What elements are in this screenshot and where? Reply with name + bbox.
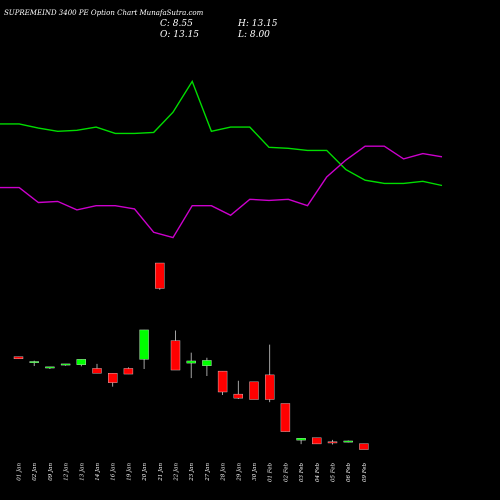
x-tick-label: 29 Jan: [236, 463, 242, 482]
indicator-line-2: [0, 145, 443, 239]
open-value: O: 13.15: [160, 30, 199, 40]
candle: [265, 344, 275, 403]
high-value: H: 13.15: [237, 19, 278, 29]
x-tick-label: 28 Jan: [221, 463, 227, 482]
candle: [76, 359, 87, 367]
candle-body: [280, 403, 291, 432]
x-tick-label: 04 Feb: [315, 463, 321, 483]
candle-body: [359, 443, 369, 450]
candle: [202, 357, 212, 376]
candle: [359, 443, 369, 450]
candle-body: [170, 340, 181, 371]
candle-body: [202, 360, 212, 366]
candle: [92, 363, 102, 374]
indicator-line-1: [0, 79, 443, 187]
candle: [139, 329, 149, 369]
low-value: L: 8.00: [237, 30, 270, 40]
x-tick-label: 27 Jan: [205, 463, 211, 482]
candle-body: [139, 329, 149, 360]
candle-body: [265, 374, 275, 400]
candle-body: [76, 359, 87, 365]
x-tick-label: 19 Jan: [126, 463, 132, 481]
x-tick-label: 20 Jan: [142, 463, 148, 482]
x-tick-label: 23 Jan: [189, 463, 195, 482]
candle: [45, 366, 55, 369]
x-tick-label: 13 Jan: [79, 463, 85, 481]
x-tick-label: 03 Feb: [299, 463, 305, 483]
candle-body: [60, 363, 71, 366]
candle: [60, 363, 71, 366]
x-tick-label: 30 Jan: [252, 463, 258, 481]
candle: [170, 330, 181, 371]
x-tick-label: 21 Jan: [158, 463, 164, 482]
candle-body: [186, 360, 196, 364]
candle-body: [296, 438, 306, 441]
x-tick-label: 22 Jan: [174, 463, 180, 482]
candle: [343, 440, 353, 443]
candle: [233, 380, 244, 399]
candle-body: [155, 262, 165, 289]
candle: [249, 381, 259, 400]
x-tick-label: 16 Jan: [111, 463, 117, 481]
candle: [186, 352, 196, 379]
candle-body: [107, 373, 118, 383]
candle: [327, 439, 338, 445]
candle-body: [233, 393, 244, 399]
x-tick-label: 14 Jan: [95, 463, 101, 481]
candle-body: [249, 381, 259, 400]
candle-body: [92, 368, 102, 374]
candle: [296, 438, 306, 445]
candle: [217, 370, 228, 395]
x-tick-label: 09 Jan: [48, 463, 54, 481]
candle-body: [29, 361, 39, 363]
x-tick-label: 01 Feb: [268, 463, 274, 483]
x-tick-label: 02 Jan: [32, 463, 38, 481]
x-tick-label: 06 Feb: [346, 463, 352, 483]
candle-body: [45, 366, 55, 369]
candle-body: [312, 437, 322, 445]
candle-body: [123, 368, 134, 375]
x-tick-label: 05 Feb: [331, 463, 337, 483]
candle-body: [13, 356, 24, 360]
candle: [123, 367, 134, 375]
close-value: C: 8.55: [160, 19, 193, 29]
x-tick-label: 12 Jan: [64, 463, 70, 481]
candle: [107, 373, 118, 387]
x-tick-label: 01 Jan: [17, 463, 23, 481]
candle: [312, 437, 322, 445]
candle: [280, 403, 291, 432]
candle-body: [327, 441, 338, 444]
candle-body: [217, 370, 228, 393]
indicator-lines: [0, 79, 443, 239]
chart-title: SUPREMEIND 3400 PE Option Chart MunafaSu…: [4, 9, 204, 17]
candle: [13, 356, 24, 360]
candlestick-series: [13, 262, 369, 450]
x-tick-label: 02 Feb: [283, 463, 289, 483]
candle: [29, 360, 39, 367]
candle: [155, 262, 165, 290]
x-tick-label: 09 Feb: [362, 463, 368, 483]
x-axis-tick-labels: 01 Jan 02 Jan 09 Jan 12 Jan 13 Jan 14 Jan 16 J…: [17, 463, 368, 483]
candle-body: [343, 440, 353, 443]
